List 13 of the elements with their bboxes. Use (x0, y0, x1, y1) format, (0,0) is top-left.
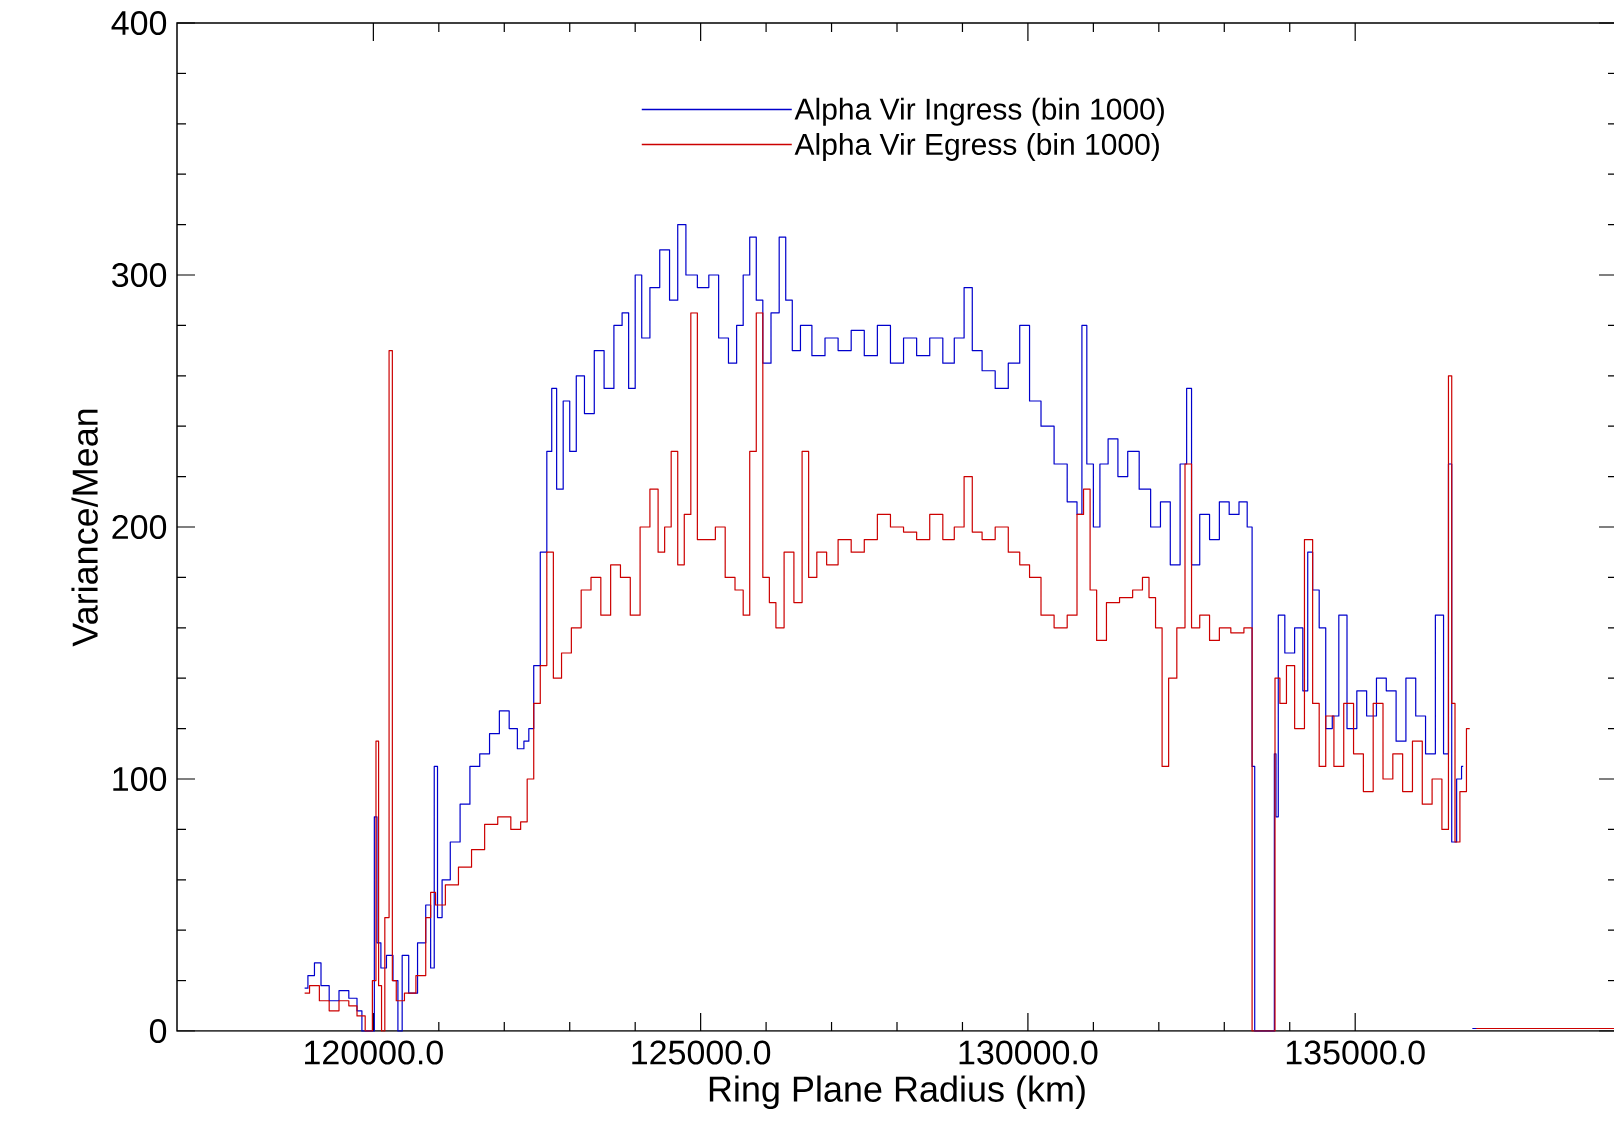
y-tick-label: 200 (112, 514, 167, 540)
x-tick-label: 135000.0 (1286, 1040, 1425, 1065)
legend-label: Alpha Vir Egress (bin 1000) (794, 133, 1159, 161)
y-tick-label: 300 (112, 262, 167, 288)
y-axis-title: Variance/Mean (71, 409, 98, 647)
y-tick-label: 400 (111, 10, 167, 36)
legend-label: Alpha Vir Ingress (bin 1000) (794, 97, 1164, 126)
y-tick-label: 0 (149, 1018, 167, 1044)
x-tick-label: 120000.0 (305, 1040, 443, 1065)
x-tick-label: 130000.0 (959, 1040, 1098, 1065)
x-tick-label: 125000.0 (632, 1040, 771, 1065)
x-axis-title: Ring Plane Radius (km) (709, 1075, 1085, 1110)
y-tick-label: 100 (113, 766, 167, 792)
